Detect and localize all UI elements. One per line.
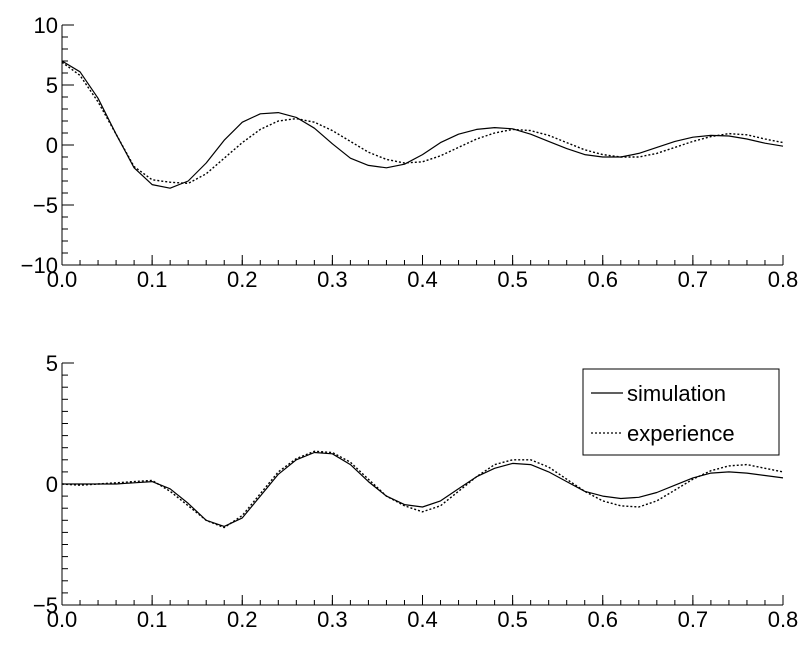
y-tick-label: −5 — [33, 193, 58, 218]
y-tick-label: 10 — [34, 13, 58, 38]
x-tick-label: 0.8 — [768, 267, 799, 292]
series-line-experience — [61, 450, 784, 529]
x-tick-label: 0.3 — [317, 267, 348, 292]
x-tick-label: 0.0 — [47, 607, 78, 632]
x-tick-label: 0.1 — [137, 267, 168, 292]
series-line-experience — [61, 61, 784, 185]
x-tick-label: 0.3 — [317, 607, 348, 632]
x-tick-label: 0.1 — [137, 607, 168, 632]
x-tick-label: 0.4 — [407, 267, 438, 292]
x-tick-label: 0.6 — [587, 607, 618, 632]
x-tick-label: 0.2 — [227, 267, 258, 292]
x-tick-label: 0.7 — [678, 267, 709, 292]
y-tick-label: 0 — [46, 133, 58, 158]
top-plot: 0.0 0.1 0.2 0.3 0.4 0.5 0.6 0.7 0.8 −10 −5 0 5 10 — [21, 13, 799, 292]
x-tick-label: 0.5 — [497, 267, 528, 292]
x-tick-label: 0.6 — [587, 267, 618, 292]
series-line-simulation — [62, 451, 784, 527]
x-tick-label: 0.4 — [407, 607, 438, 632]
y-tick-label: 5 — [46, 351, 58, 376]
bottom-plot: 0.0 0.1 0.2 0.3 0.4 0.5 0.6 0.7 0.8 −5 0 5 simulatio… — [33, 351, 798, 632]
y-tick-label: −10 — [21, 253, 58, 278]
legend-label: simulation — [627, 381, 726, 406]
legend-box — [582, 368, 780, 456]
y-tick-label: 0 — [46, 472, 58, 497]
series-line-simulation — [61, 60, 784, 189]
x-tick-label: 0.5 — [497, 607, 528, 632]
x-tick-label: 0.0 — [47, 267, 78, 292]
legend-label: experience — [627, 421, 735, 446]
y-tick-label: −5 — [33, 593, 58, 618]
x-tick-label: 0.2 — [227, 607, 258, 632]
y-tick-label: 5 — [46, 73, 58, 98]
x-tick-label: 0.8 — [768, 607, 799, 632]
x-tick-label: 0.7 — [678, 607, 709, 632]
